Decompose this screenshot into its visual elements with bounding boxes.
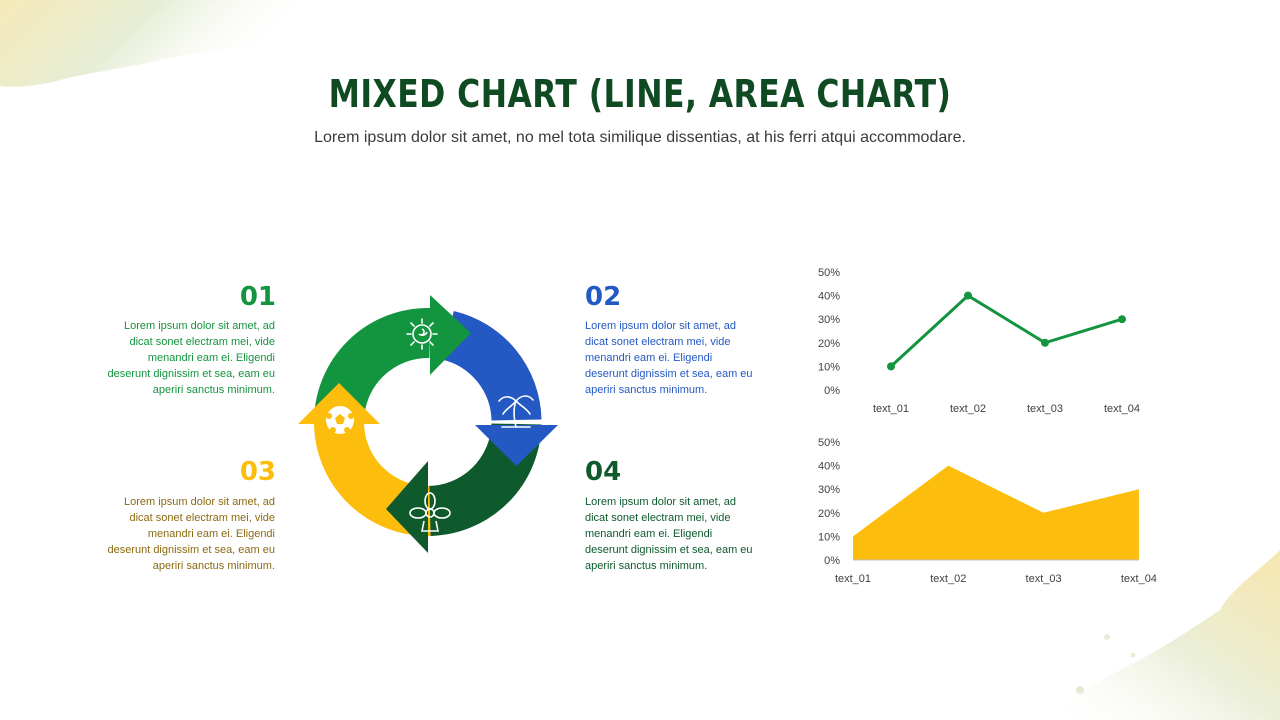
x-tick-label: text_01	[873, 403, 909, 415]
y-tick-label: 20%	[818, 508, 840, 520]
y-tick-label: 0%	[824, 555, 840, 567]
y-tick-label: 10%	[818, 531, 840, 543]
cycle-segment-blue	[441, 310, 542, 422]
soccer-ball-icon	[326, 406, 354, 434]
area-series	[853, 465, 1139, 560]
y-tick-label: 50%	[818, 267, 840, 279]
y-tick-label: 30%	[818, 484, 840, 496]
x-tick-label: text_02	[930, 573, 966, 585]
item-number-02: 02	[585, 282, 622, 312]
item-text-01: Lorem ipsum dolor sit amet, ad dicat son…	[107, 320, 275, 396]
line-point	[1118, 315, 1126, 324]
y-tick-label: 30%	[818, 314, 840, 326]
arrow-head-green	[430, 295, 471, 375]
item-number-01: 01	[239, 282, 276, 312]
arrow-head-dark-green	[386, 461, 428, 553]
page-subtitle: Lorem ipsum dolor sit amet, no mel tota …	[314, 129, 966, 146]
area-chart: 0% 10% 20% 30% 40% 50% text_01 text_02 text_03 te…	[818, 437, 1157, 585]
arrow-head-blue	[475, 425, 558, 466]
cycle-diagram	[298, 295, 558, 553]
line-point	[1041, 338, 1049, 347]
item-number-03: 03	[239, 457, 276, 487]
palm-tree-icon	[498, 395, 534, 428]
sun-icon	[406, 318, 438, 350]
x-tick-label: text_04	[1104, 403, 1140, 415]
item-text-02: Lorem ipsum dolor sit amet, ad dicat son…	[585, 320, 753, 396]
y-tick-label: 10%	[818, 361, 840, 373]
page-title: MIXED CHART (LINE, AREA CHART)	[328, 72, 952, 116]
x-tick-label: text_01	[835, 573, 871, 585]
x-tick-label: text_03	[1026, 573, 1062, 585]
line-series	[889, 293, 1123, 368]
item-number-04: 04	[585, 457, 622, 487]
item-text-04: Lorem ipsum dolor sit amet, ad dicat son…	[585, 496, 753, 572]
x-tick-label: text_03	[1027, 403, 1063, 415]
x-tick-label: text_04	[1121, 573, 1157, 585]
brush-decoration-bottom-right	[1040, 550, 1280, 720]
line-point	[887, 362, 895, 371]
y-tick-label: 40%	[818, 461, 840, 473]
line-point	[964, 291, 972, 300]
x-tick-label: text_02	[950, 403, 986, 415]
line-chart: 0% 10% 20% 30% 40% 50% text_01 text_02 text_03 te…	[818, 267, 1140, 415]
flower-icon	[409, 492, 451, 532]
y-tick-label: 0%	[824, 385, 840, 397]
y-tick-label: 20%	[818, 338, 840, 350]
arrow-head-yellow	[298, 383, 380, 424]
y-tick-label: 40%	[818, 291, 840, 303]
brush-decoration-top-left	[0, 0, 300, 87]
y-tick-label: 50%	[818, 437, 840, 449]
item-text-03: Lorem ipsum dolor sit amet, ad dicat son…	[107, 496, 275, 572]
